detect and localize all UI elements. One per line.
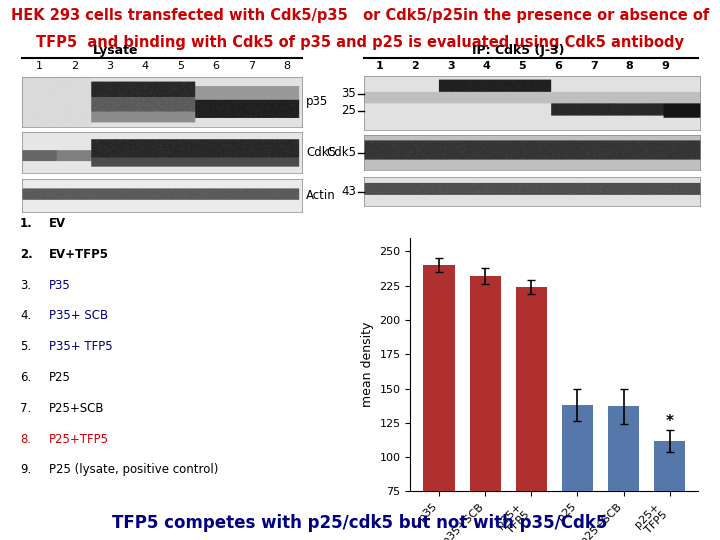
Text: 6: 6 [554, 61, 562, 71]
Text: 4: 4 [142, 61, 149, 71]
Text: HEK 293 cells transfected with Cdk5/p35   or Cdk5/p25in the presence or absence : HEK 293 cells transfected with Cdk5/p35 … [11, 8, 709, 23]
Text: 5.: 5. [20, 340, 31, 353]
Bar [516, 287, 547, 540]
Text: TFP5  and binding with Cdk5 of p35 and p25 is evaluated using Cdk5 antibody: TFP5 and binding with Cdk5 of p35 and p2… [36, 35, 684, 50]
Text: 43: 43 [341, 185, 356, 198]
Text: EV: EV [49, 217, 66, 230]
Text: 35: 35 [342, 87, 356, 100]
Text: 9.: 9. [20, 463, 32, 476]
Text: P35+ TFP5: P35+ TFP5 [49, 340, 112, 353]
Text: Actin: Actin [306, 189, 336, 202]
Y-axis label: mean density: mean density [361, 322, 374, 407]
Text: 7: 7 [590, 61, 598, 71]
Text: Cdk5: Cdk5 [326, 146, 356, 159]
Bar [562, 405, 593, 540]
Text: P25+TFP5: P25+TFP5 [49, 433, 109, 446]
Text: 2.: 2. [20, 248, 33, 261]
Text: p35: p35 [306, 95, 328, 108]
Text: IP: Cdk5 (J-3): IP: Cdk5 (J-3) [472, 44, 564, 57]
Text: 2: 2 [411, 61, 419, 71]
Text: *: * [665, 414, 674, 429]
Text: 4.: 4. [20, 309, 32, 322]
Text: 9: 9 [661, 61, 669, 71]
Text: P35+ SCB: P35+ SCB [49, 309, 108, 322]
Text: 3: 3 [107, 61, 114, 71]
Text: 2: 2 [71, 61, 78, 71]
Text: 5: 5 [177, 61, 184, 71]
Text: 3.: 3. [20, 279, 31, 292]
Text: 5: 5 [518, 61, 526, 71]
Text: 8: 8 [283, 61, 290, 71]
Text: EV+TFP5: EV+TFP5 [49, 248, 109, 261]
Text: 4: 4 [482, 61, 490, 71]
Text: P35: P35 [49, 279, 71, 292]
Text: 1: 1 [376, 61, 383, 71]
Text: Cdk5: Cdk5 [306, 146, 336, 159]
Text: TFP5 competes with p25/cdk5 but not with p35/Cdk5: TFP5 competes with p25/cdk5 but not with… [112, 514, 608, 532]
Text: 1.: 1. [20, 217, 33, 230]
Bar [469, 276, 501, 540]
Bar [608, 406, 639, 540]
Bar [654, 441, 685, 540]
Text: P25 (lysate, positive control): P25 (lysate, positive control) [49, 463, 218, 476]
Text: 1: 1 [36, 61, 43, 71]
Text: 6: 6 [212, 61, 220, 71]
Text: 3: 3 [447, 61, 454, 71]
Text: 7: 7 [248, 61, 255, 71]
Text: P25: P25 [49, 371, 71, 384]
Text: Lysate: Lysate [92, 44, 138, 57]
Text: 25: 25 [341, 104, 356, 117]
Text: 7.: 7. [20, 402, 32, 415]
Bar [423, 265, 455, 540]
Text: P25+SCB: P25+SCB [49, 402, 104, 415]
Text: 8: 8 [626, 61, 634, 71]
Text: 8.: 8. [20, 433, 31, 446]
Text: 6.: 6. [20, 371, 32, 384]
